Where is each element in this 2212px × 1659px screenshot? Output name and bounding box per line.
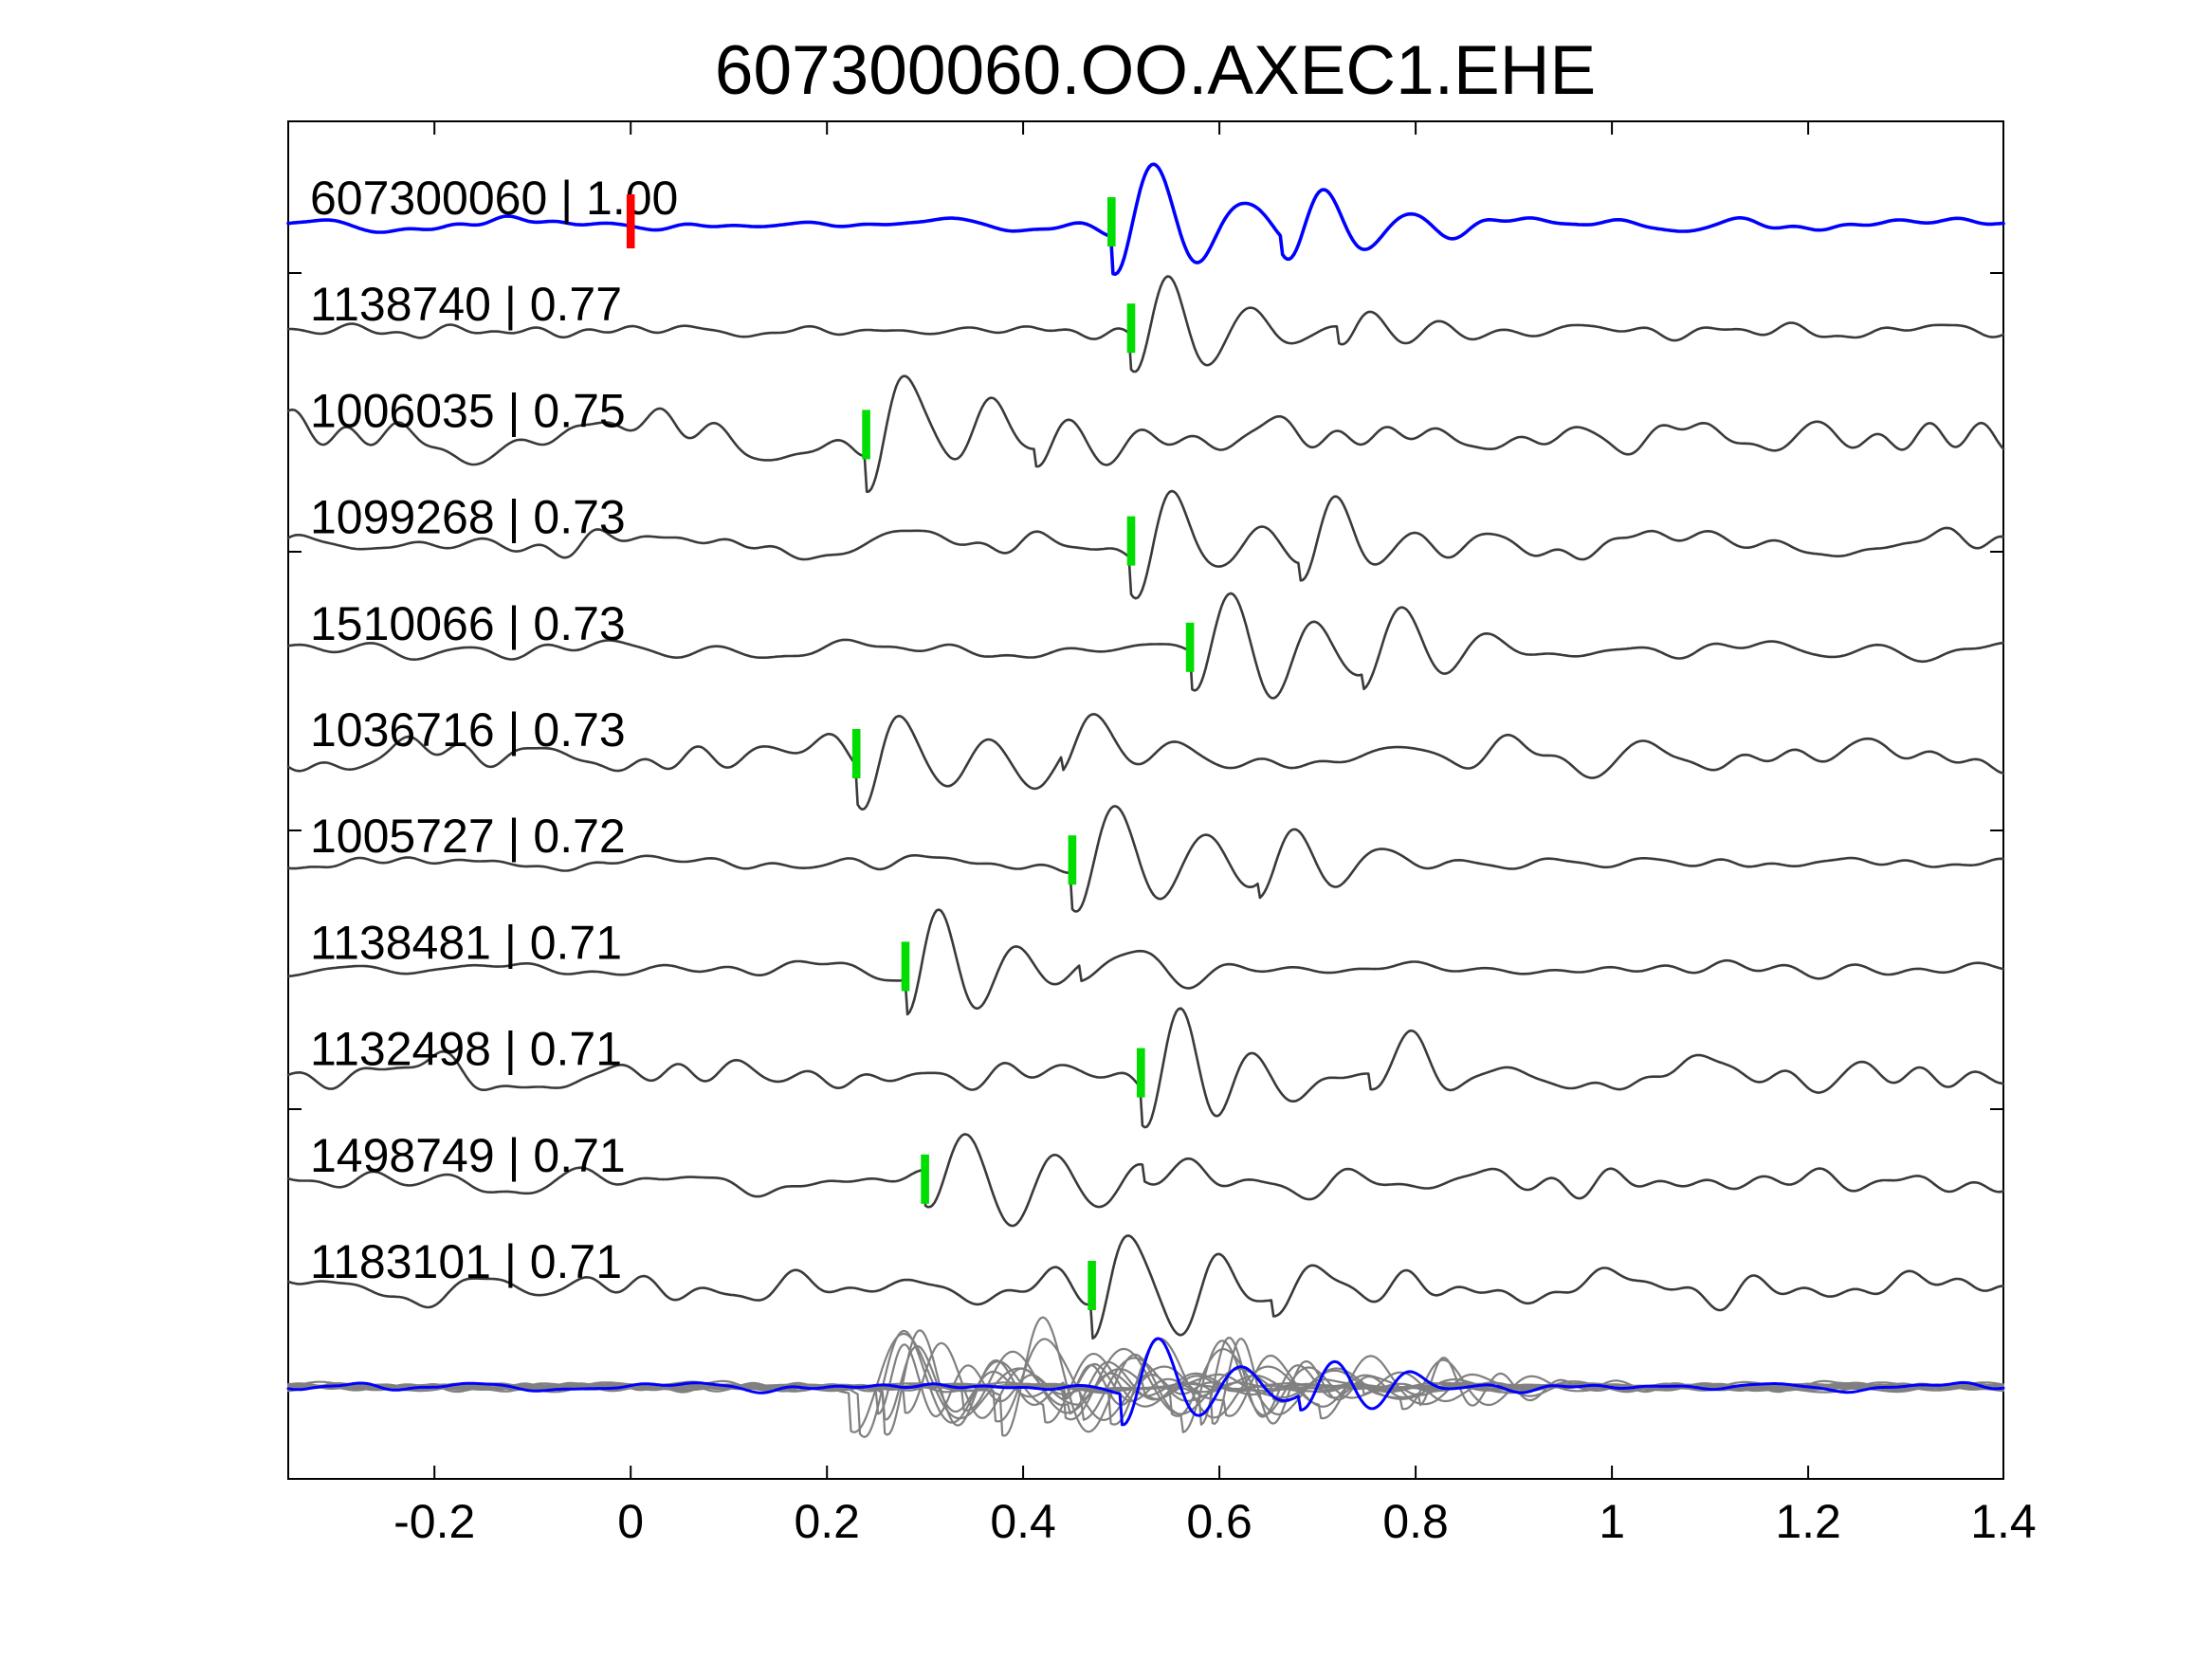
svg-text:1036716 | 0.73: 1036716 | 0.73: [310, 703, 626, 757]
svg-text:1.4: 1.4: [1970, 1495, 2037, 1548]
svg-text:0.6: 0.6: [1186, 1495, 1252, 1548]
svg-text:1498749 | 0.71: 1498749 | 0.71: [310, 1129, 626, 1182]
svg-text:1099268 | 0.73: 1099268 | 0.73: [310, 491, 626, 544]
svg-text:1: 1: [1599, 1495, 1625, 1548]
svg-text:0.4: 0.4: [990, 1495, 1056, 1548]
svg-text:1006035 | 0.75: 1006035 | 0.75: [310, 384, 626, 437]
svg-text:0.8: 0.8: [1382, 1495, 1449, 1548]
svg-text:1138740 | 0.77: 1138740 | 0.77: [310, 278, 622, 331]
svg-text:-0.2: -0.2: [393, 1495, 475, 1548]
svg-text:1183101 | 0.71: 1183101 | 0.71: [310, 1235, 622, 1288]
svg-text:607300060 | 1.00: 607300060 | 1.00: [310, 172, 678, 225]
svg-text:1.2: 1.2: [1775, 1495, 1841, 1548]
svg-text:1138481 | 0.71: 1138481 | 0.71: [310, 916, 622, 969]
svg-text:1132498 | 0.71: 1132498 | 0.71: [310, 1023, 622, 1076]
svg-text:607300060.OO.AXEC1.EHE: 607300060.OO.AXEC1.EHE: [715, 32, 1596, 109]
svg-text:0: 0: [617, 1495, 644, 1548]
svg-text:1510066 | 0.73: 1510066 | 0.73: [310, 597, 626, 650]
svg-text:0.2: 0.2: [794, 1495, 860, 1548]
svg-text:1005727 | 0.72: 1005727 | 0.72: [310, 810, 626, 863]
